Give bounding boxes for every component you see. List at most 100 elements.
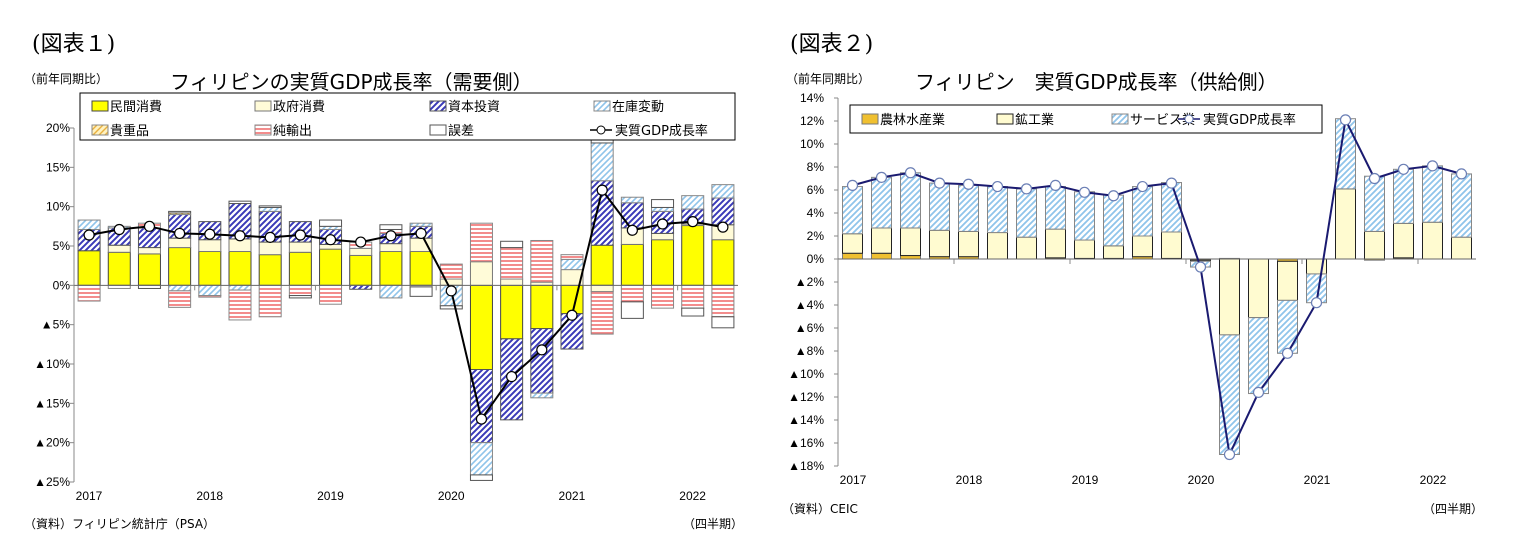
y-tick-label: 14% — [800, 91, 824, 105]
gdp-growth-point — [1397, 163, 1410, 175]
bar-inventory — [409, 222, 433, 227]
gdp-growth-point — [1165, 177, 1178, 189]
y-tick-label: ▲8% — [795, 344, 825, 358]
bar-inventory — [228, 284, 252, 291]
bar-gov — [379, 243, 403, 253]
bar-services — [900, 172, 921, 229]
bar-netexports — [711, 284, 735, 318]
bar-inventory — [379, 284, 403, 299]
bar-services — [842, 186, 863, 235]
legend-label: 政府消費 — [273, 100, 325, 115]
bar-netexports — [288, 284, 312, 297]
bar-gov — [288, 241, 312, 253]
bar-services — [929, 182, 950, 231]
bar-services — [1364, 175, 1385, 232]
gdp-growth-point — [566, 309, 578, 321]
bar-industry — [871, 227, 892, 254]
gdp-growth-point — [1194, 261, 1207, 273]
y-tick-label: ▲14% — [788, 413, 824, 427]
bar-private — [228, 251, 252, 286]
bar-netexports — [681, 284, 705, 309]
legend-marker — [596, 125, 606, 135]
bar-private — [288, 251, 312, 286]
bar-netexports — [590, 291, 614, 335]
gdp-growth-line — [852, 116, 1462, 458]
chart-1: 20% 15% 10% 5% 0% ▲5% ▲10% ▲15% ▲20% ▲25% 2017 2018… — [34, 92, 738, 503]
bar-netexports — [469, 222, 493, 263]
legend — [849, 104, 1323, 134]
x-year-label: 2022 — [679, 489, 706, 503]
legend-label: 実質GDP成長率 — [615, 123, 708, 139]
bar-discrepancy — [228, 200, 252, 205]
bar-inventory — [711, 184, 735, 199]
x-year-label: 2020 — [438, 489, 465, 503]
y-tick-label: 6% — [807, 183, 825, 197]
y-tick-label: ▲5% — [41, 318, 71, 332]
bar-industry — [1248, 258, 1269, 319]
bar-services — [1219, 334, 1240, 455]
chart-1-title: フィリピンの実質GDP成長率（需要側） — [170, 70, 533, 94]
x-year-label: 2020 — [1188, 473, 1215, 487]
legend-label: 民間消費 — [110, 100, 162, 115]
bar-discrepancy — [439, 305, 463, 310]
gdp-growth-point — [1049, 179, 1062, 191]
x-year-label: 2018 — [196, 489, 223, 503]
bar-netexports — [620, 284, 644, 303]
bar-industry — [1016, 236, 1037, 260]
bar-inventory — [77, 219, 101, 230]
bar-netexports — [651, 284, 675, 309]
gdp-growth-point — [415, 227, 427, 240]
bar-industry — [1393, 222, 1414, 259]
gdp-growth-point — [1339, 114, 1352, 126]
chart-1-x-unit: （四半期） — [683, 517, 744, 531]
gdp-growth-point — [1136, 180, 1149, 193]
bar-industry — [1335, 188, 1356, 260]
bar-capital — [469, 369, 493, 444]
bar-gov — [651, 232, 675, 241]
bar-discrepancy — [711, 316, 735, 329]
y-tick-label: ▲20% — [34, 436, 70, 450]
gdp-growth-point — [113, 223, 125, 236]
bar-agri — [871, 252, 892, 260]
y-tick-label: 4% — [807, 206, 825, 220]
gdp-growth-point — [687, 216, 699, 228]
bar-services — [1132, 186, 1153, 237]
bar-services — [1074, 191, 1095, 241]
y-tick-label: 0% — [53, 278, 71, 292]
bar-netexports — [319, 284, 343, 305]
bar-agri — [900, 255, 921, 260]
bar-industry — [1364, 230, 1385, 260]
bar-private — [711, 239, 735, 286]
bar-industry — [1451, 236, 1472, 260]
y-tick-label: ▲18% — [788, 459, 824, 473]
chart-2: 14% 12% 10% 8% 6% 4% 2% 0% ▲2% ▲4% ▲6% ▲8% ▲10% ▲12% ▲… — [788, 91, 1476, 487]
y-tick-label: 12% — [800, 114, 824, 128]
bar-private — [409, 251, 433, 286]
gdp-growth-point — [324, 234, 337, 246]
bar-services — [1103, 194, 1124, 247]
gdp-growth-point — [174, 227, 186, 240]
gdp-growth-point — [143, 220, 156, 232]
bar-industry — [1074, 239, 1095, 259]
bar-private — [258, 254, 282, 286]
gdp-growth-point — [596, 184, 608, 196]
gdp-growth-point — [506, 370, 518, 383]
legend-swatch-gov — [254, 100, 272, 112]
legend — [79, 92, 736, 141]
gdp-growth-point — [1281, 347, 1294, 359]
legend-swatch-private — [91, 100, 109, 112]
bar-private — [620, 243, 644, 286]
y-tick-label: ▲25% — [34, 475, 70, 489]
bar-services — [1451, 173, 1472, 238]
bar-discrepancy — [288, 295, 312, 299]
bar-private — [560, 284, 584, 315]
bar-private — [530, 284, 554, 330]
bar-netexports — [198, 295, 222, 298]
bar-industry — [1103, 245, 1124, 259]
legend-label: 鉱工業 — [1015, 112, 1054, 128]
gdp-growth-point — [234, 230, 246, 242]
legend-label: 誤差 — [448, 123, 474, 139]
chart-1-unit-label: （前年同期比） — [24, 72, 109, 86]
figure-2-label: (図表２) — [790, 32, 874, 57]
